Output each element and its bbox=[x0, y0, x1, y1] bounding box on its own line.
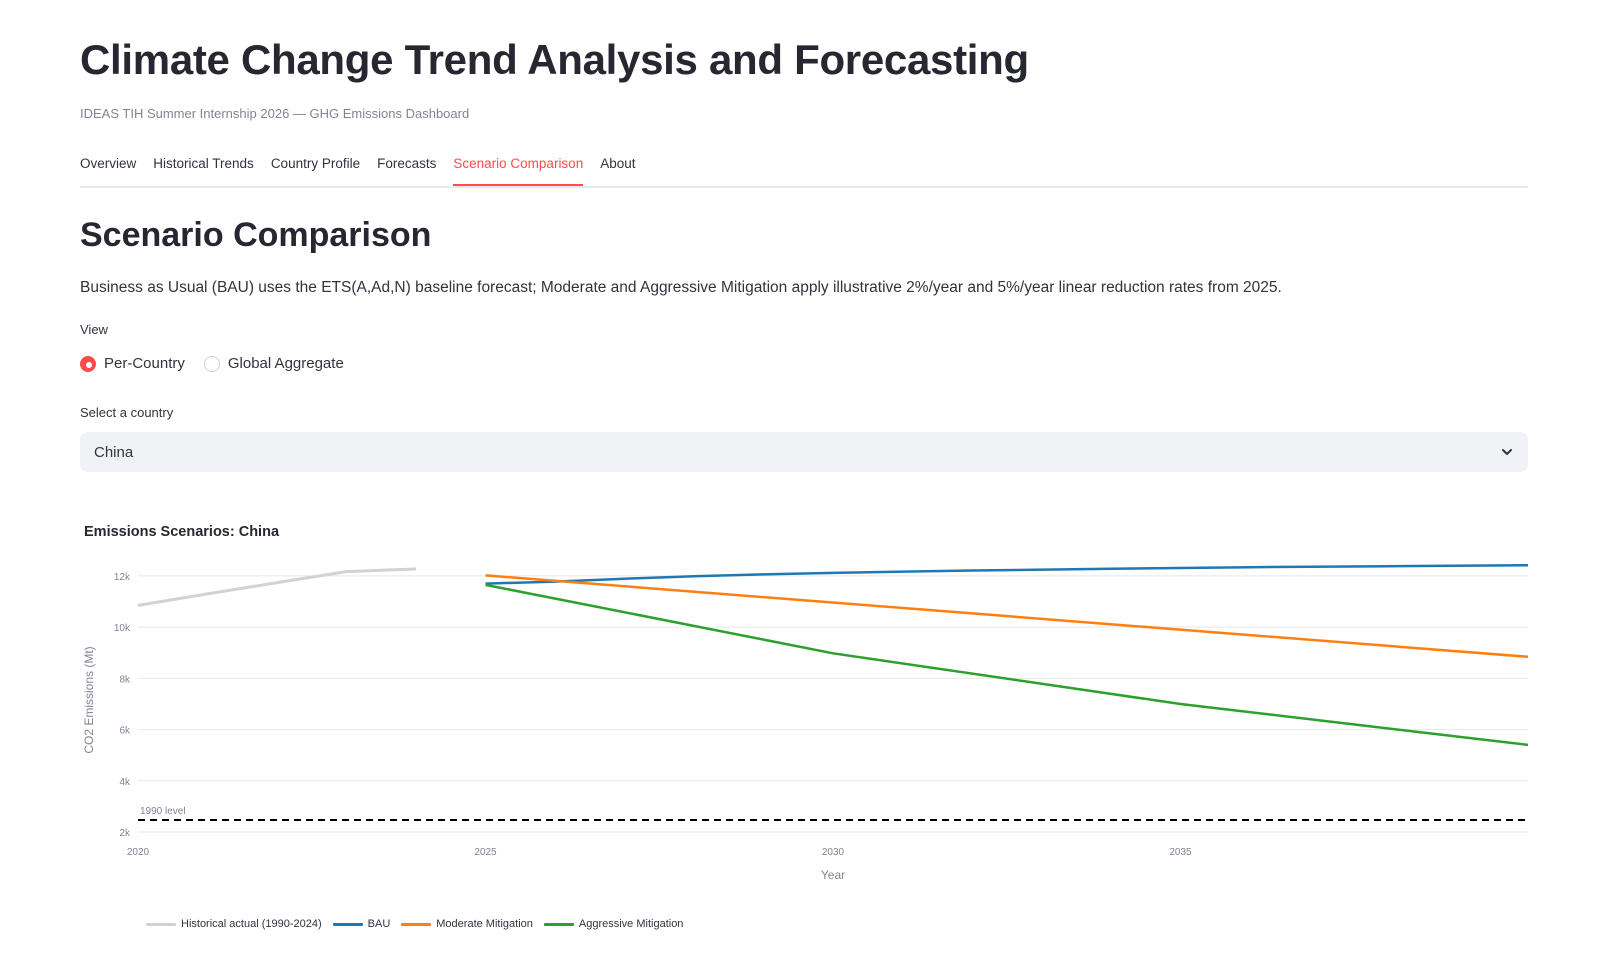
y-tick-label: 8k bbox=[119, 674, 131, 685]
series-line-bau[interactable] bbox=[485, 563, 1529, 585]
section-description: Business as Usual (BAU) uses the ETS(A,A… bbox=[80, 279, 1282, 296]
radio-label: Global Aggregate bbox=[227, 355, 344, 372]
chevron-down-icon bbox=[1502, 449, 1512, 455]
x-tick-label: 2025 bbox=[474, 847, 497, 858]
chart-title: Emissions Scenarios: China bbox=[84, 524, 280, 540]
legend-item-aggressive[interactable]: Aggressive Mitigation bbox=[543, 918, 684, 930]
x-tick-label: 2035 bbox=[1169, 847, 1192, 858]
y-tick-label: 6k bbox=[119, 726, 131, 737]
radio-label: Per-Country bbox=[104, 355, 185, 372]
legend-item-historical[interactable]: Historical actual (1990-2024) bbox=[146, 918, 322, 930]
tab-country-profile[interactable]: Country Profile bbox=[270, 156, 361, 171]
series-line-moderate[interactable] bbox=[485, 574, 1529, 659]
tab-scenario-comparison[interactable]: Scenario Comparison bbox=[453, 150, 583, 186]
legend-swatch bbox=[146, 922, 176, 926]
legend-label: Aggressive Mitigation bbox=[578, 918, 684, 930]
tab-about[interactable]: About bbox=[600, 156, 636, 171]
radio-button-icon[interactable] bbox=[80, 355, 96, 372]
x-axis-title: Year bbox=[821, 868, 845, 882]
view-radio-group: Per-Country Global Aggregate bbox=[80, 355, 344, 372]
radio-per-country[interactable]: Per-Country bbox=[80, 355, 185, 372]
series-line-aggressive[interactable] bbox=[485, 583, 1529, 747]
radio-global-aggregate[interactable]: Global Aggregate bbox=[203, 355, 344, 372]
radio-button-icon[interactable] bbox=[203, 355, 220, 372]
country-select[interactable]: China bbox=[80, 432, 1528, 472]
legend-item-moderate[interactable]: Moderate Mitigation bbox=[401, 918, 533, 930]
y-tick-label: 12k bbox=[114, 572, 131, 583]
country-select-value: China bbox=[94, 443, 134, 461]
view-label: View bbox=[80, 322, 108, 337]
chart-legend: Historical actual (1990-2024) BAU Modera… bbox=[146, 918, 694, 930]
legend-label: BAU bbox=[367, 918, 391, 930]
section-heading: Scenario Comparison bbox=[80, 216, 432, 254]
y-axis-title: CO2 Emissions (Mt) bbox=[82, 646, 96, 753]
tab-historical-trends[interactable]: Historical Trends bbox=[153, 156, 254, 171]
reference-line-label: 1990 level bbox=[140, 806, 186, 817]
tab-forecasts[interactable]: Forecasts bbox=[377, 156, 437, 171]
series-line-historical[interactable] bbox=[137, 567, 417, 607]
x-tick-label: 2020 bbox=[127, 847, 150, 858]
legend-swatch bbox=[401, 922, 432, 926]
country-select-label: Select a country bbox=[80, 405, 174, 420]
legend-item-bau[interactable]: BAU bbox=[332, 918, 391, 930]
x-tick-label: 2030 bbox=[822, 847, 845, 858]
emissions-chart[interactable]: 2k 4k 6k 8k 10k 12k 2020 2025 2030 2035 Year CO2 Em… bbox=[80, 550, 1528, 890]
tab-bar: Overview Historical Trends Country Profi… bbox=[80, 150, 1528, 188]
y-tick-label: 10k bbox=[114, 623, 131, 634]
legend-swatch bbox=[332, 922, 363, 926]
y-tick-label: 2k bbox=[119, 828, 131, 839]
app-title: Climate Change Trend Analysis and Foreca… bbox=[80, 36, 1029, 83]
legend-swatch bbox=[543, 922, 574, 926]
legend-label: Moderate Mitigation bbox=[436, 918, 533, 930]
y-tick-label: 4k bbox=[119, 777, 131, 788]
legend-label: Historical actual (1990-2024) bbox=[181, 918, 322, 930]
app-subtitle: IDEAS TIH Summer Internship 2026 — GHG E… bbox=[80, 106, 470, 121]
tab-overview[interactable]: Overview bbox=[80, 156, 137, 171]
